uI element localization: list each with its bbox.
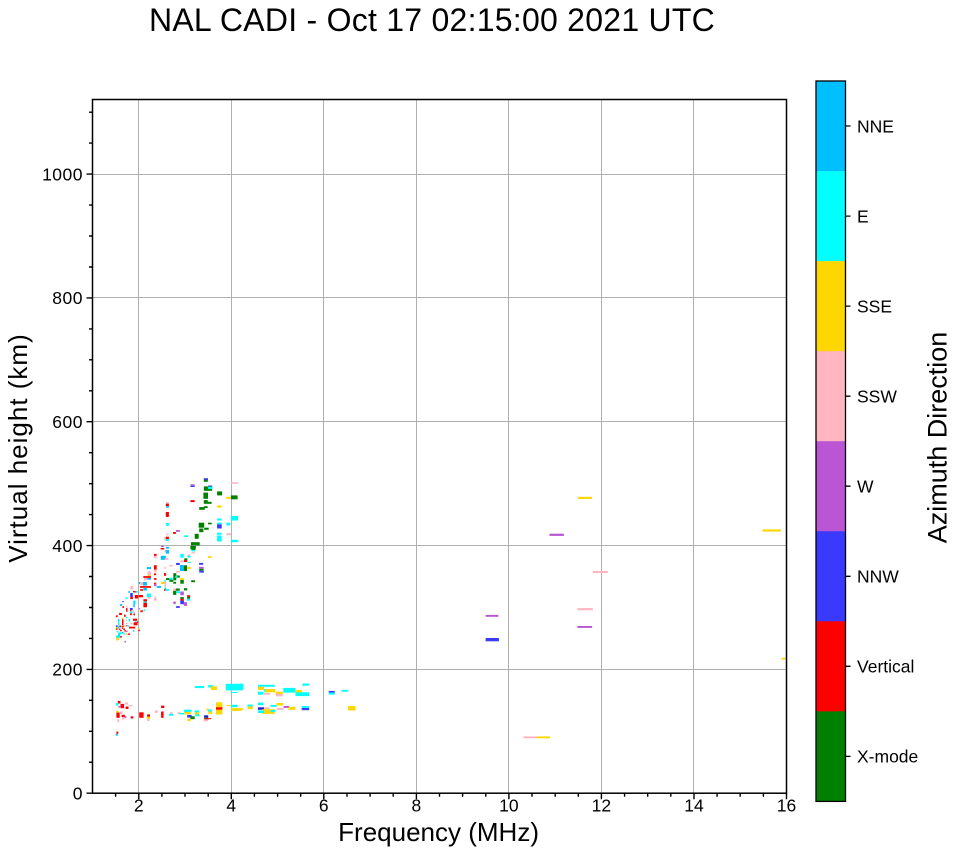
svg-text:NAL CADI - Oct 17 02:15:00 202: NAL CADI - Oct 17 02:15:00 2021 UTC: [149, 2, 715, 38]
svg-text:NNE: NNE: [857, 116, 894, 136]
svg-text:E: E: [857, 206, 869, 226]
svg-text:Azimuth Direction: Azimuth Direction: [923, 332, 953, 544]
svg-text:SSW: SSW: [857, 387, 897, 407]
svg-text:Virtual height (km): Virtual height (km): [3, 333, 33, 563]
svg-text:W: W: [857, 477, 874, 497]
svg-text:600: 600: [52, 412, 83, 432]
svg-text:200: 200: [52, 660, 83, 680]
svg-text:16: 16: [777, 796, 796, 816]
svg-text:10: 10: [499, 796, 519, 816]
svg-text:Frequency (MHz): Frequency (MHz): [338, 817, 539, 847]
svg-text:14: 14: [684, 796, 704, 816]
svg-text:800: 800: [52, 288, 83, 308]
svg-text:NNW: NNW: [857, 567, 899, 587]
svg-text:Vertical: Vertical: [857, 657, 914, 677]
svg-text:4: 4: [226, 796, 236, 816]
svg-text:0: 0: [73, 783, 83, 803]
svg-text:SSE: SSE: [857, 296, 892, 316]
svg-text:8: 8: [412, 796, 422, 816]
svg-text:X-mode: X-mode: [857, 747, 918, 767]
svg-text:6: 6: [319, 796, 329, 816]
svg-text:400: 400: [52, 536, 83, 556]
svg-text:2: 2: [134, 796, 144, 816]
svg-text:1000: 1000: [42, 164, 83, 184]
svg-text:12: 12: [592, 796, 611, 816]
